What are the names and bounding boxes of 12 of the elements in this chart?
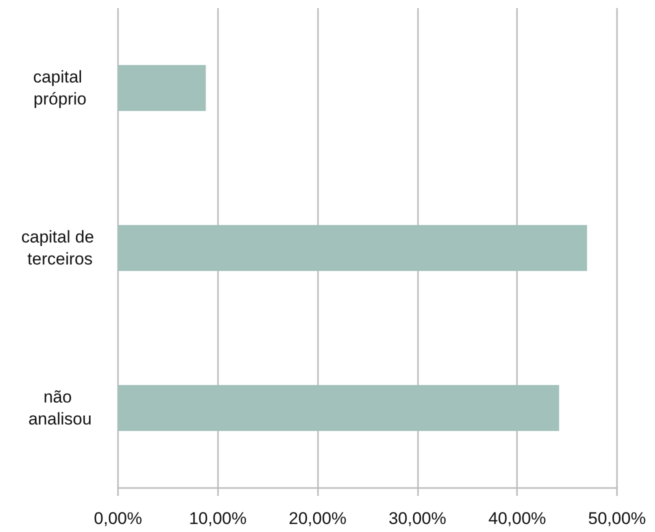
x-tick-label: 40,00%	[488, 509, 546, 528]
bar	[118, 65, 206, 111]
x-tick-label: 10,00%	[188, 509, 247, 528]
bar	[118, 225, 588, 271]
y-tick-label: capital de terceiros	[21, 228, 99, 268]
y-tick-label: capital próprio	[33, 68, 87, 108]
x-tick-label: 30,00%	[388, 509, 446, 528]
x-tick-label: 50,00%	[588, 509, 646, 528]
y-tick-label: não analisou	[28, 388, 92, 428]
bar	[118, 385, 560, 431]
x-tick-label: 20,00%	[288, 509, 346, 528]
x-tick-label: 0,00%	[94, 509, 142, 528]
